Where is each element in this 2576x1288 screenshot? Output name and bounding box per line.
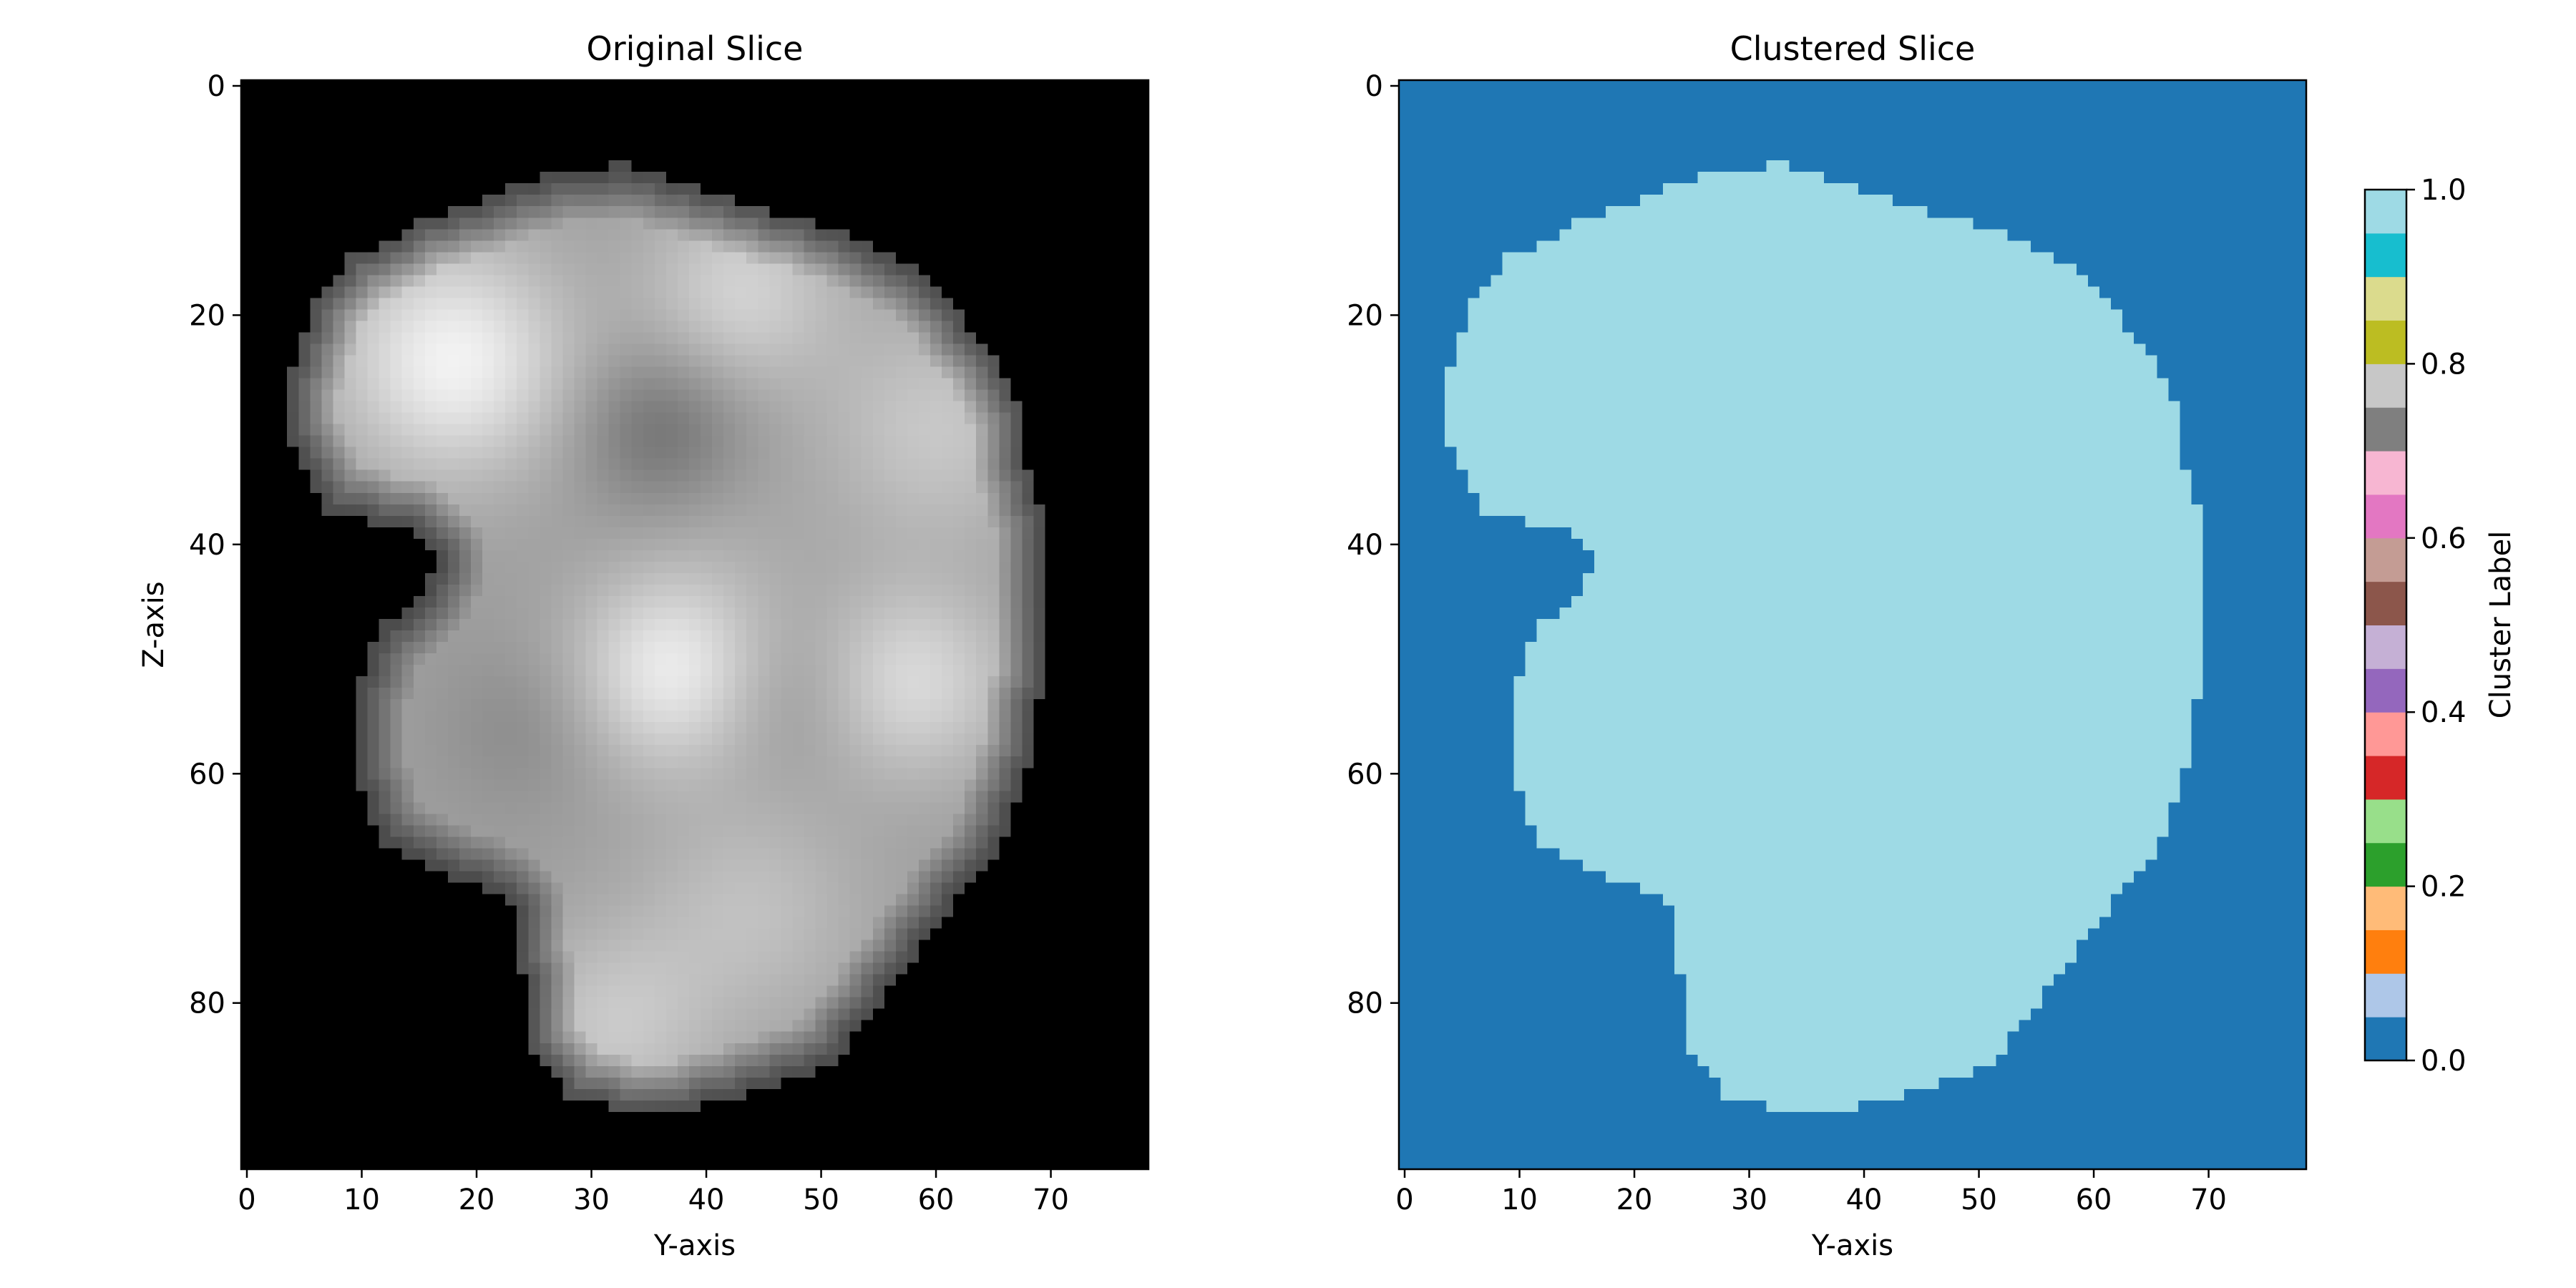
y-tick-label: 60: [1347, 758, 1383, 791]
colorbar-tick-label: 0.4: [2421, 696, 2467, 729]
y-tick-label: 40: [1347, 529, 1383, 562]
x-tick-label: 70: [1033, 1184, 1069, 1216]
y-tick-label: 20: [189, 299, 225, 332]
original-slice-x-label: Y-axis: [653, 1229, 736, 1262]
x-tick-label: 0: [238, 1184, 255, 1216]
y-tick-label: 80: [1347, 987, 1383, 1020]
clustered-slice-panel: Clustered Slice 0 10 20 30 40 50 60 70 0 20 40 60 8…: [1347, 29, 2308, 1262]
x-tick-label: 30: [573, 1184, 610, 1216]
original-slice-frame: [240, 79, 1150, 1171]
colorbar-swatch: [2365, 799, 2406, 844]
colorbar-swatch: [2365, 364, 2406, 408]
original-slice-image: [241, 80, 1148, 1169]
clustered-slice-x-label: Y-axis: [1811, 1229, 1893, 1262]
x-tick-label: 50: [803, 1184, 839, 1216]
x-tick-label: 10: [343, 1184, 380, 1216]
colorbar-swatch: [2365, 581, 2406, 625]
y-tick-label: 0: [208, 70, 225, 103]
x-tick-label: 60: [2076, 1184, 2112, 1216]
colorbar-ticks: 0.0 0.2 0.4 0.6 0.8 1.0: [2406, 174, 2467, 1078]
x-tick-label: 30: [1731, 1184, 1767, 1216]
y-tick-label: 60: [189, 758, 225, 791]
y-tick-label: 80: [189, 987, 225, 1020]
original-slice-title: Original Slice: [587, 29, 804, 68]
x-tick-label: 40: [1846, 1184, 1883, 1216]
colorbar-swatch: [2365, 407, 2406, 452]
x-tick-label: 10: [1501, 1184, 1538, 1216]
colorbar-tick-label: 0.8: [2421, 348, 2467, 381]
colorbar-swatch: [2365, 233, 2406, 278]
x-tick-label: 40: [688, 1184, 725, 1216]
y-tick-label: 40: [189, 529, 225, 562]
clustered-slice-title: Clustered Slice: [1730, 29, 1976, 68]
clustered-slice-frame: [1397, 79, 2308, 1171]
colorbar-swatches: [2365, 190, 2406, 1061]
x-tick-label: 70: [2190, 1184, 2227, 1216]
colorbar-frame: [2363, 188, 2408, 1062]
original-slice-panel: Original Slice 0 10 20 30 40 50 60 70 0 20 40 60 80…: [137, 29, 1150, 1262]
colorbar-swatch: [2365, 930, 2406, 974]
colorbar-label: Cluster Label: [2484, 531, 2517, 719]
colorbar-swatch: [2365, 842, 2406, 887]
clustered-slice-x-ticks: 0 10 20 30 40 50 60 70: [1395, 1169, 2227, 1216]
original-slice-y-label: Z-axis: [137, 581, 170, 668]
colorbar-swatch: [2365, 625, 2406, 669]
colorbar-swatch: [2365, 712, 2406, 756]
colorbar-swatch: [2365, 886, 2406, 930]
colorbar: 0.0 0.2 0.4 0.6 0.8 1.0 Cluster Label: [2363, 174, 2517, 1078]
colorbar-swatch: [2365, 756, 2406, 800]
colorbar-tick-label: 1.0: [2421, 174, 2467, 207]
colorbar-swatch: [2365, 537, 2406, 582]
colorbar-swatch: [2365, 276, 2406, 321]
original-slice-y-ticks: 0 20 40 60 80: [189, 70, 241, 1020]
colorbar-tick-label: 0.0: [2421, 1045, 2467, 1078]
colorbar-swatch: [2365, 973, 2406, 1018]
x-tick-label: 0: [1395, 1184, 1413, 1216]
colorbar-swatch: [2365, 451, 2406, 495]
clustered-slice-y-ticks: 0 20 40 60 80: [1347, 70, 1399, 1020]
colorbar-swatch: [2365, 190, 2406, 234]
clustered-slice-image: [1399, 80, 2306, 1169]
x-tick-label: 20: [459, 1184, 495, 1216]
colorbar-swatch: [2365, 494, 2406, 539]
colorbar-tick-label: 0.2: [2421, 871, 2467, 904]
x-tick-label: 50: [1961, 1184, 1997, 1216]
y-tick-label: 20: [1347, 299, 1383, 332]
colorbar-tick-label: 0.6: [2421, 522, 2467, 555]
x-tick-label: 60: [918, 1184, 955, 1216]
original-slice-x-ticks: 0 10 20 30 40 50 60 70: [238, 1169, 1069, 1216]
colorbar-swatch: [2365, 668, 2406, 713]
colorbar-swatch: [2365, 1017, 2406, 1061]
x-tick-label: 20: [1616, 1184, 1653, 1216]
y-tick-label: 0: [1365, 70, 1383, 103]
colorbar-swatch: [2365, 320, 2406, 364]
